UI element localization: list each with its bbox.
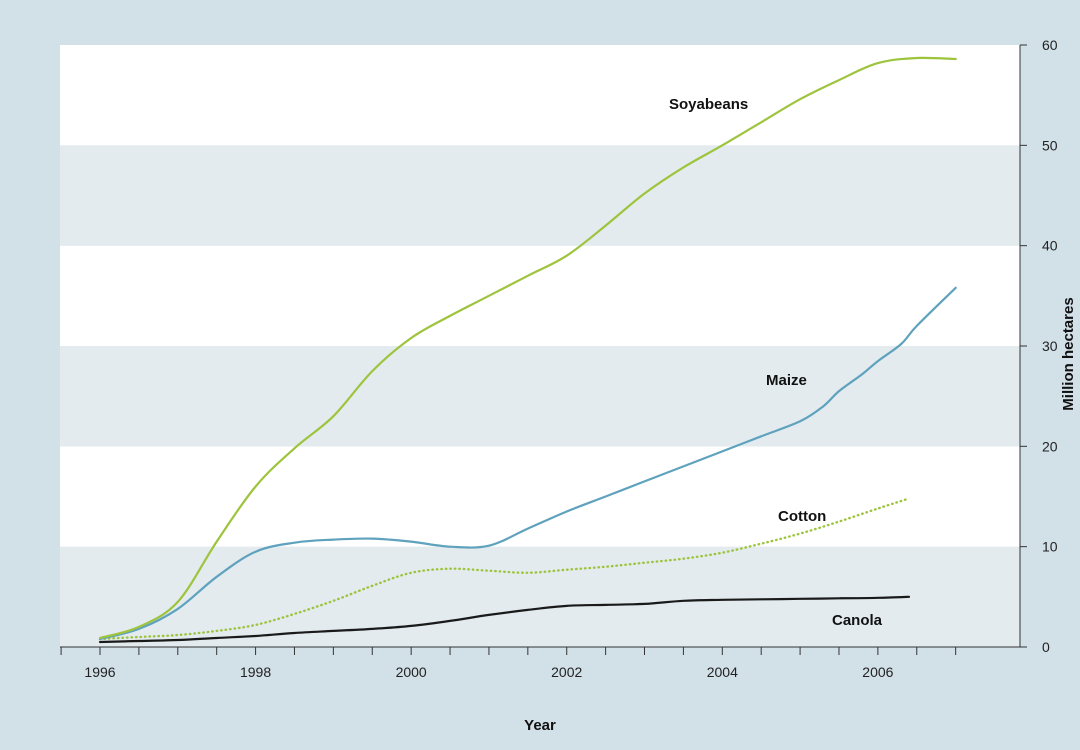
grid-band: [60, 346, 1020, 447]
grid-band: [60, 45, 1020, 146]
x-axis-ticks: 1996 1998 2000 2002 2004 2006: [60, 647, 957, 680]
y-tick-label: 50: [1042, 137, 1058, 153]
series-line-maize: [98, 286, 957, 641]
maize-label: Maize: [766, 372, 807, 389]
y-tick-label: 60: [1042, 37, 1058, 53]
series-line-soyabeans: [98, 56, 957, 640]
y-tick-label: 20: [1042, 438, 1058, 454]
y-tick-label: 10: [1042, 539, 1058, 555]
y-axis-ticks: 0 10 20 30 40 50 60: [1020, 37, 1058, 655]
grid-band: [60, 446, 1020, 547]
x-tick-label: 1998: [240, 664, 271, 680]
canola-label: Canola: [832, 612, 883, 629]
y-axis-title: Million hectares: [1060, 297, 1077, 410]
cotton-label: Cotton: [778, 508, 826, 525]
x-tick-label: 2002: [551, 664, 582, 680]
x-axis-title: Year: [524, 717, 556, 734]
x-tick-label: 2006: [862, 664, 893, 680]
series-layer: [98, 56, 957, 644]
soyabeans-label: Soyabeans: [669, 96, 748, 113]
grid-band: [60, 245, 1020, 346]
series-line-canola: [98, 595, 911, 644]
y-tick-label: 30: [1042, 338, 1058, 354]
x-tick-label: 1996: [84, 664, 115, 680]
y-tick-label: 40: [1042, 238, 1058, 254]
x-tick-label: 2004: [707, 664, 738, 680]
y-tick-label: 0: [1042, 639, 1050, 655]
x-tick-label: 2000: [396, 664, 427, 680]
grid-band: [60, 145, 1020, 246]
series-line-cotton: [98, 497, 911, 641]
grid-bands: [60, 45, 1020, 647]
